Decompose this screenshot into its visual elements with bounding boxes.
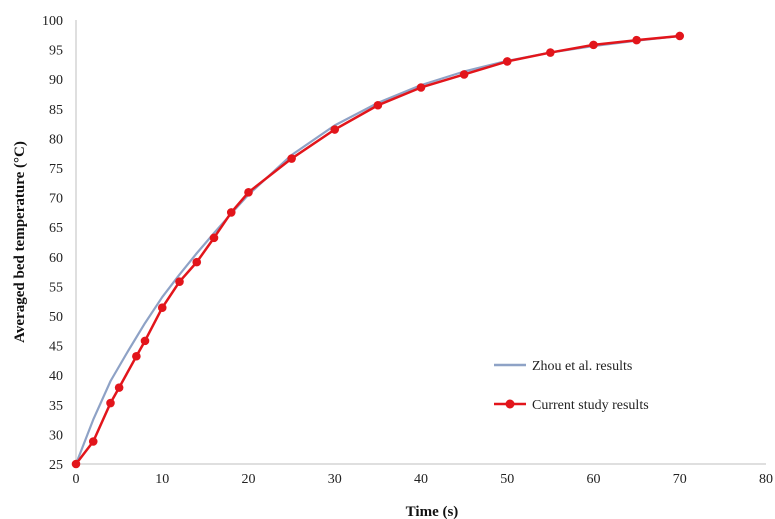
y-tick-label: 70 (49, 192, 63, 207)
legend-label-current-study: Current study results (532, 398, 649, 413)
x-tick-label: 60 (587, 472, 601, 487)
data-point-current-study (373, 100, 383, 110)
data-point-current-study (632, 35, 641, 45)
x-tick-label: 20 (242, 472, 256, 487)
y-tick-label: 85 (49, 103, 63, 118)
y-tick-label: 55 (49, 280, 63, 295)
x-axis-title: Time (s) (406, 504, 459, 519)
data-point-current-study (71, 459, 81, 469)
x-tick-label: 10 (155, 472, 169, 487)
x-tick-label: 40 (414, 472, 428, 487)
data-point-current-study (502, 57, 512, 66)
y-tick-label: 40 (49, 369, 63, 384)
legend-label-zhou: Zhou et al. results (532, 359, 632, 374)
y-tick-label: 100 (42, 14, 63, 29)
y-tick-label: 45 (49, 340, 63, 355)
y-axis-title: Averaged bed temperature (°C) (12, 141, 28, 343)
data-point-current-study (175, 277, 184, 286)
plot-area: 25 30 35 40 45 50 55 60 65 70 75 80 85 90 95 100 0 10 20 3… (42, 14, 773, 487)
y-tick-label: 30 (49, 428, 63, 443)
data-point-current-study (88, 437, 98, 446)
legend: Zhou et al. results Current study result… (494, 359, 649, 413)
y-tick-label: 25 (49, 458, 63, 473)
legend-entry-zhou: Zhou et al. results (494, 359, 632, 374)
data-point-current-study (416, 83, 426, 92)
data-point-current-study (157, 303, 167, 313)
x-tick-label: 80 (759, 472, 773, 487)
data-point-current-study (192, 257, 202, 267)
x-tick-label: 0 (73, 472, 80, 487)
y-tick-label: 35 (49, 399, 63, 414)
data-point-current-study (209, 233, 219, 243)
data-point-current-study (244, 187, 253, 197)
data-point-current-study (589, 40, 598, 50)
series-layer (71, 31, 685, 469)
data-point-current-study (132, 351, 141, 361)
y-tick-label: 50 (49, 310, 63, 325)
legend-marker-current-study (505, 399, 515, 409)
y-tick-label: 95 (49, 44, 63, 59)
data-point-current-study (330, 125, 340, 134)
legend-entry-current-study: Current study results (494, 398, 649, 413)
y-tick-label: 60 (49, 251, 63, 266)
data-point-current-study (140, 336, 150, 346)
data-point-current-study (106, 398, 115, 408)
y-tick-label: 80 (49, 132, 63, 147)
x-tick-labels: 0 10 20 30 40 50 60 70 80 (73, 472, 774, 487)
x-tick-label: 70 (673, 472, 687, 487)
data-point-current-study (226, 208, 236, 217)
data-point-current-study (287, 154, 296, 163)
data-point-current-study (546, 48, 555, 57)
data-point-current-study (459, 70, 469, 79)
y-tick-label: 90 (49, 73, 63, 88)
data-point-current-study (675, 31, 685, 41)
y-tick-label: 75 (49, 162, 63, 177)
x-tick-label: 50 (500, 472, 514, 487)
y-tick-label: 65 (49, 221, 63, 236)
series-line-current-study (74, 34, 681, 466)
x-tick-label: 30 (328, 472, 342, 487)
y-tick-labels: 25 30 35 40 45 50 55 60 65 70 75 80 85 90 95 100 (42, 14, 63, 473)
data-point-current-study (114, 383, 124, 392)
